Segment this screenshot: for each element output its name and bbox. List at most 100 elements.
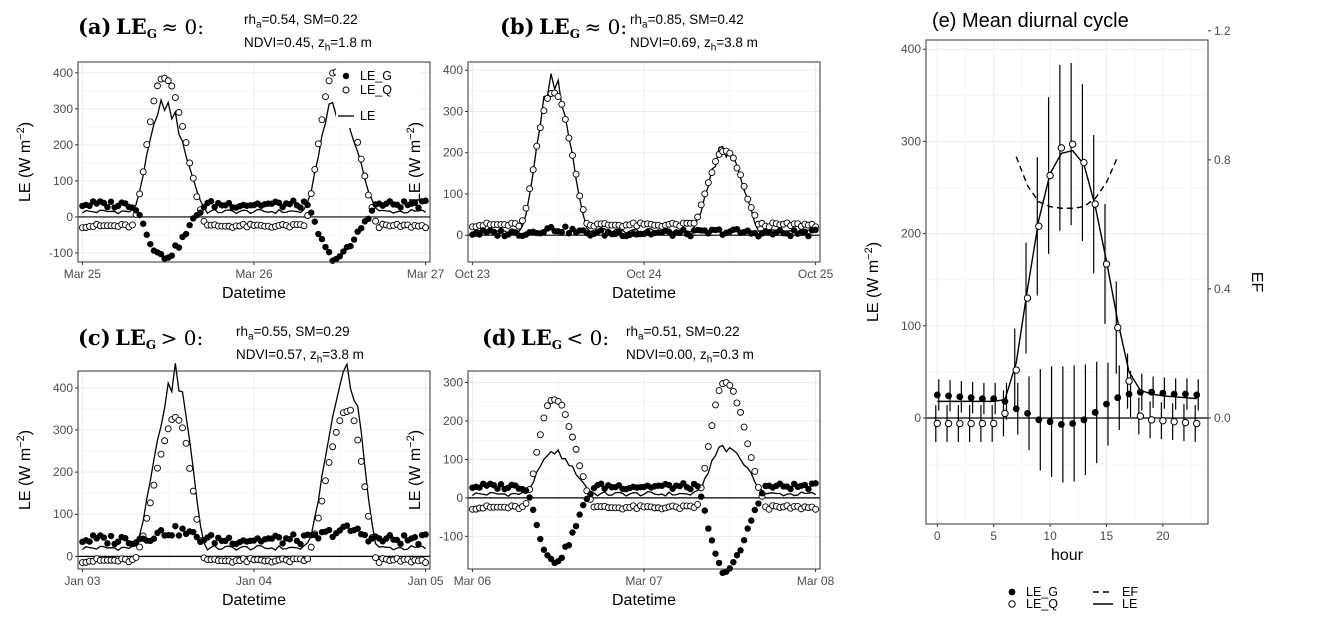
le-g-point: [758, 490, 766, 497]
y2-axis-title: EF: [1248, 272, 1265, 293]
le-q-point: [154, 464, 161, 472]
panel-d-stats: rha=0.51, SM=0.22 NDVI=0.00, zh=0.3 m: [626, 324, 754, 366]
y-tick-label: 100: [443, 187, 463, 201]
le-q-point: [697, 201, 705, 209]
le-g-point: [1035, 416, 1043, 424]
le-g-point: [587, 491, 594, 498]
le-q-point: [1035, 222, 1043, 230]
panel-a: -100 0 100 200 300 400 Mar 25 Mar 26 Mar 27 Datet…: [15, 61, 445, 302]
le-q-point: [189, 487, 197, 495]
x-axis-title: hour: [1051, 547, 1084, 564]
le-q-point: [347, 406, 354, 414]
panel-frame: [467, 61, 821, 263]
le-q-point: [726, 381, 734, 389]
le-g-point: [190, 528, 197, 536]
le-g-point: [740, 537, 748, 544]
le-q-point: [164, 77, 172, 85]
le-g-point: [340, 248, 347, 255]
le-q-point: [701, 190, 709, 198]
le-g-point: [132, 207, 140, 214]
le-q-point: [175, 416, 183, 424]
le-q-point: [1102, 260, 1111, 268]
le-g-point: [1170, 390, 1178, 398]
le-g-point: [122, 534, 129, 542]
le-q-point: [576, 192, 584, 200]
le-g-point: [325, 526, 333, 534]
y-tick-label: 200: [53, 465, 73, 479]
le-q-point: [168, 82, 176, 90]
le-g-point: [990, 395, 998, 403]
le-q-point: [357, 458, 365, 465]
legend-le-q-key: [342, 86, 350, 94]
le-q-point: [978, 419, 987, 428]
le-g-point: [207, 198, 215, 205]
le-g-point: [801, 228, 809, 235]
le-g-point: [497, 227, 505, 235]
le-q-point: [354, 436, 362, 444]
le-g-point: [182, 230, 190, 238]
x-tick-label: 10: [1043, 529, 1057, 543]
le-q-point: [361, 172, 369, 180]
le-g-point: [172, 522, 179, 530]
le-g-point: [748, 517, 755, 524]
le-g-point: [211, 539, 218, 547]
y-tick-label: 200: [53, 138, 73, 152]
le-q-point: [364, 191, 372, 199]
x-tick-label: 0: [934, 529, 941, 543]
le-g-point: [114, 538, 122, 545]
panel-d: -100 0 100 200 300 Mar 06 Mar 07 Mar 08 Datetime…: [405, 370, 835, 609]
le-q-point: [561, 115, 569, 123]
le-g-point: [562, 223, 569, 230]
le-q-point: [540, 414, 548, 422]
panel-b-stats: rha=0.85, SM=0.42 NDVI=0.69, zh=3.8 m: [630, 12, 758, 54]
le-q-point: [164, 425, 172, 433]
panel-frame: [467, 370, 821, 570]
le-g-point: [547, 555, 555, 563]
y-tick-label: 100: [53, 174, 73, 188]
le-q-point: [300, 222, 308, 230]
le-q-point: [322, 477, 329, 485]
y-tick-label: 300: [53, 102, 73, 116]
y-tick-label: 0: [456, 491, 463, 505]
le-q-point: [304, 555, 312, 563]
le-q-point: [690, 219, 698, 227]
le-g-point: [186, 221, 193, 229]
x-tick-label: Jan 05: [408, 574, 444, 588]
le-g-point: [275, 534, 283, 541]
le-q-point: [540, 107, 548, 115]
le-g-point: [805, 232, 812, 240]
le-g-point: [315, 535, 322, 542]
le-q-point: [150, 481, 158, 489]
y-axis-title: LE (W m−2): [15, 430, 34, 510]
legend-le-q-label: LE_Q: [360, 83, 392, 97]
le-g-point: [558, 228, 565, 236]
le-q-point: [354, 138, 362, 146]
le-q-point: [544, 402, 551, 410]
le-g-point: [787, 485, 794, 493]
le-q-point: [336, 417, 344, 425]
panel-e-title: (e) Mean diurnal cycle: [932, 10, 1129, 32]
le-g-point: [565, 542, 573, 549]
le-q-point: [139, 168, 147, 176]
le-q-point: [1057, 144, 1066, 152]
panel-c-stats: rha=0.55, SM=0.29 NDVI=0.57, zh=3.8 m: [236, 324, 364, 366]
y-axis-title: LE (W m−2): [405, 430, 424, 510]
le-q-point: [572, 445, 580, 453]
le-q-point: [193, 193, 201, 201]
le-q-point: [704, 179, 712, 187]
le-q-point: [332, 428, 340, 436]
le-g-point: [361, 531, 369, 539]
le-g-point: [290, 531, 297, 538]
le-q-point: [558, 401, 566, 409]
le-q-point: [1159, 417, 1167, 425]
le-q-point: [1136, 412, 1145, 420]
y-tick-label: 200: [901, 227, 921, 241]
le-q-point: [182, 139, 190, 147]
le-g-point: [522, 487, 530, 494]
le-q-point: [726, 149, 734, 157]
le-g-point: [540, 546, 548, 553]
y-tick-label: 100: [53, 507, 73, 521]
legend-le-label: LE: [1122, 597, 1137, 611]
le-g-point: [200, 203, 208, 211]
